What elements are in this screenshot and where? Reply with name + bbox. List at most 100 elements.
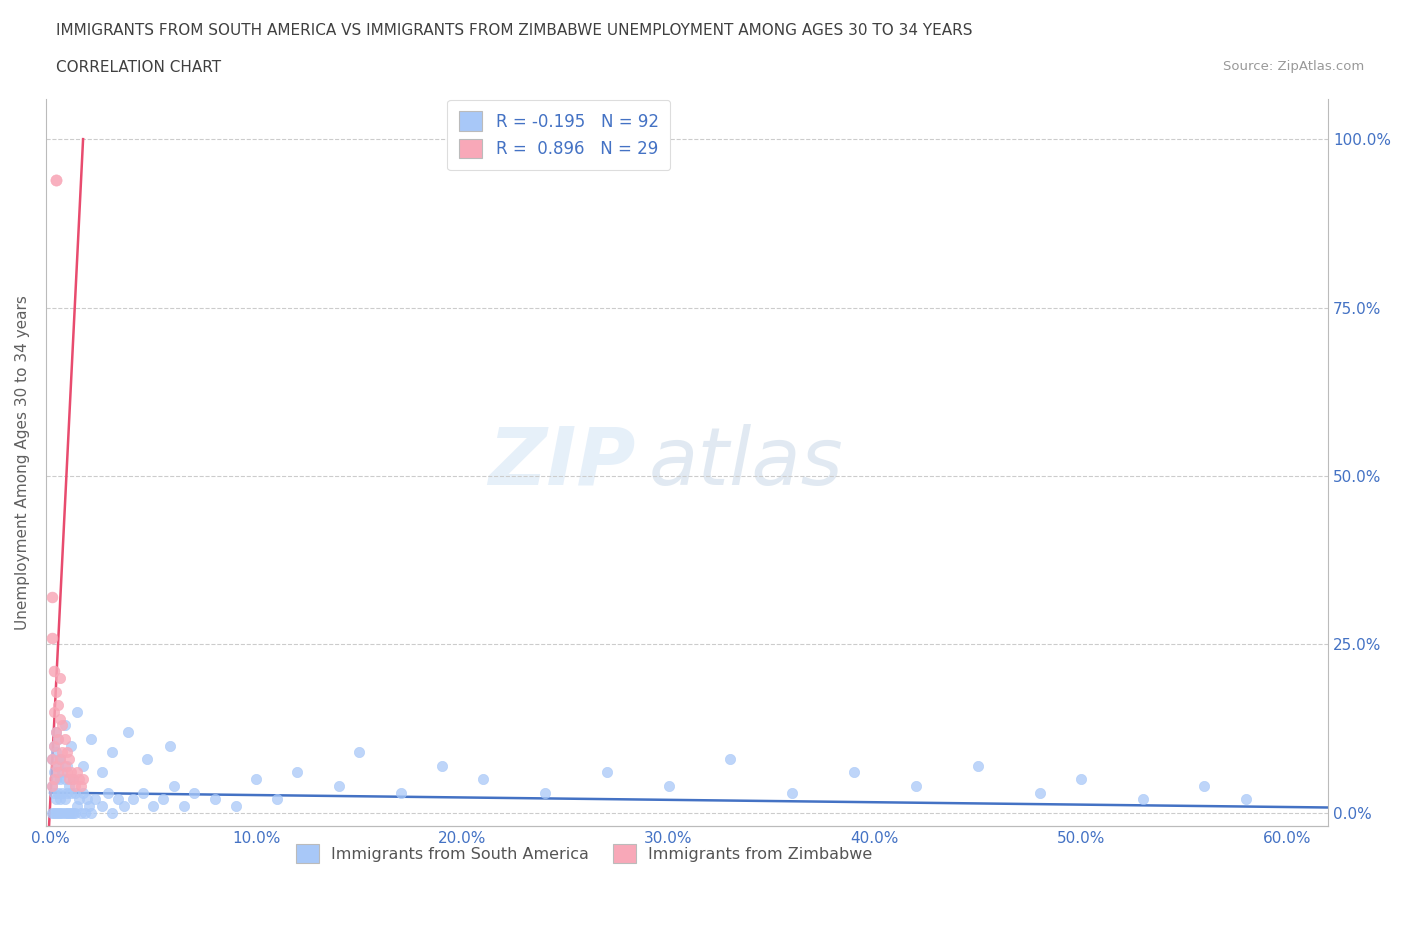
Point bbox=[1070, 772, 1092, 787]
Point bbox=[904, 778, 927, 793]
Point bbox=[45, 684, 67, 699]
Point bbox=[389, 785, 412, 800]
Point bbox=[51, 805, 73, 820]
Point bbox=[67, 792, 90, 807]
Point bbox=[159, 738, 181, 753]
Point bbox=[472, 772, 495, 787]
Text: CORRELATION CHART: CORRELATION CHART bbox=[56, 60, 221, 75]
Point bbox=[45, 792, 67, 807]
Point bbox=[72, 758, 94, 773]
Point bbox=[44, 704, 66, 719]
Point bbox=[70, 805, 93, 820]
Point bbox=[183, 785, 205, 800]
Point bbox=[58, 805, 80, 820]
Point bbox=[59, 785, 82, 800]
Point bbox=[41, 805, 63, 820]
Point bbox=[66, 799, 89, 814]
Point bbox=[46, 785, 69, 800]
Point bbox=[59, 738, 82, 753]
Point bbox=[142, 799, 165, 814]
Point bbox=[63, 778, 86, 793]
Point bbox=[51, 718, 73, 733]
Point bbox=[51, 745, 73, 760]
Point bbox=[46, 731, 69, 746]
Point bbox=[132, 785, 155, 800]
Point bbox=[70, 778, 93, 793]
Point bbox=[58, 751, 80, 766]
Point bbox=[53, 772, 76, 787]
Point bbox=[41, 751, 63, 766]
Point bbox=[80, 731, 103, 746]
Y-axis label: Unemployment Among Ages 30 to 34 years: Unemployment Among Ages 30 to 34 years bbox=[15, 295, 30, 630]
Point bbox=[62, 805, 84, 820]
Point bbox=[107, 792, 129, 807]
Point bbox=[266, 792, 288, 807]
Point bbox=[77, 799, 100, 814]
Point bbox=[46, 731, 69, 746]
Point bbox=[58, 772, 80, 787]
Point bbox=[49, 792, 72, 807]
Point bbox=[136, 751, 159, 766]
Point bbox=[51, 785, 73, 800]
Point bbox=[49, 772, 72, 787]
Point bbox=[72, 772, 94, 787]
Point bbox=[53, 805, 76, 820]
Point bbox=[45, 772, 67, 787]
Point bbox=[44, 738, 66, 753]
Point bbox=[49, 751, 72, 766]
Point bbox=[163, 778, 186, 793]
Point bbox=[595, 765, 617, 780]
Point bbox=[58, 778, 80, 793]
Point bbox=[49, 671, 72, 685]
Point bbox=[55, 745, 77, 760]
Point bbox=[44, 785, 66, 800]
Point bbox=[44, 664, 66, 679]
Point bbox=[46, 698, 69, 712]
Point bbox=[90, 765, 112, 780]
Point bbox=[53, 792, 76, 807]
Point bbox=[46, 765, 69, 780]
Point bbox=[117, 724, 139, 739]
Point bbox=[53, 718, 76, 733]
Point bbox=[55, 758, 77, 773]
Point bbox=[90, 799, 112, 814]
Point bbox=[101, 805, 124, 820]
Point bbox=[1132, 792, 1154, 807]
Point bbox=[1194, 778, 1216, 793]
Point bbox=[45, 745, 67, 760]
Point bbox=[152, 792, 174, 807]
Point bbox=[328, 778, 350, 793]
Point bbox=[75, 805, 97, 820]
Point bbox=[53, 758, 76, 773]
Point bbox=[430, 758, 453, 773]
Point bbox=[55, 785, 77, 800]
Point bbox=[349, 745, 371, 760]
Text: IMMIGRANTS FROM SOUTH AMERICA VS IMMIGRANTS FROM ZIMBABWE UNEMPLOYMENT AMONG AGE: IMMIGRANTS FROM SOUTH AMERICA VS IMMIGRA… bbox=[56, 23, 973, 38]
Point bbox=[41, 590, 63, 604]
Point bbox=[173, 799, 195, 814]
Point bbox=[80, 805, 103, 820]
Point bbox=[49, 805, 72, 820]
Point bbox=[63, 785, 86, 800]
Point bbox=[44, 765, 66, 780]
Point bbox=[49, 751, 72, 766]
Point bbox=[1234, 792, 1257, 807]
Point bbox=[204, 792, 226, 807]
Point bbox=[62, 772, 84, 787]
Point bbox=[718, 751, 741, 766]
Point bbox=[101, 745, 124, 760]
Point bbox=[51, 765, 73, 780]
Point bbox=[84, 792, 107, 807]
Text: ZIP: ZIP bbox=[488, 423, 636, 501]
Point bbox=[46, 805, 69, 820]
Point bbox=[72, 785, 94, 800]
Point bbox=[44, 772, 66, 787]
Point bbox=[62, 772, 84, 787]
Legend: Immigrants from South America, Immigrants from Zimbabwe: Immigrants from South America, Immigrant… bbox=[290, 838, 879, 870]
Point bbox=[41, 751, 63, 766]
Point bbox=[41, 778, 63, 793]
Point bbox=[966, 758, 988, 773]
Point bbox=[46, 758, 69, 773]
Point bbox=[76, 792, 98, 807]
Point bbox=[49, 751, 72, 766]
